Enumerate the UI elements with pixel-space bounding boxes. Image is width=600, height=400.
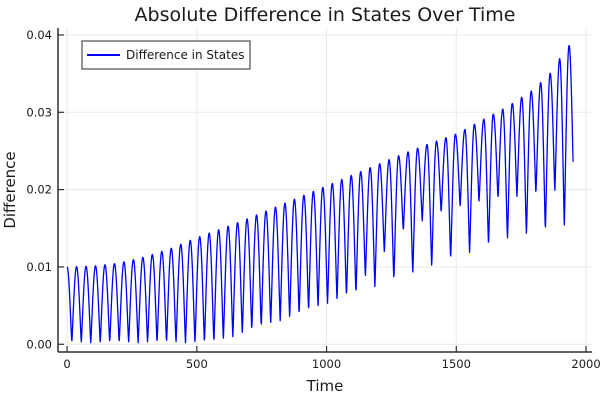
tick-marks [58, 34, 587, 352]
y-tick-label: 0.00 [26, 337, 52, 351]
x-tick-label: 2000 [571, 357, 600, 371]
y-tick-label: 0.03 [26, 105, 52, 119]
y-tick-label: 0.02 [26, 183, 52, 197]
y-tick-label: 0.01 [26, 260, 52, 274]
series-line-difference [66, 44, 574, 344]
y-tick-labels: 0.00 0.01 0.02 0.03 0.04 [26, 28, 52, 351]
gridlines [58, 28, 592, 352]
x-axis-label: Time [306, 377, 344, 395]
y-tick-label: 0.04 [26, 28, 52, 42]
legend: Difference in States [81, 40, 251, 70]
x-tick-label: 500 [186, 357, 208, 371]
x-tick-labels: 0 500 1000 1500 2000 [63, 357, 600, 371]
y-axis-label: Difference [1, 151, 19, 228]
x-tick-label: 1000 [312, 357, 341, 371]
legend-label: Difference in States [126, 48, 244, 62]
x-tick-label: 1500 [442, 357, 471, 371]
x-tick-label: 0 [63, 357, 70, 371]
chart-title: Absolute Difference in States Over Time [135, 4, 516, 26]
